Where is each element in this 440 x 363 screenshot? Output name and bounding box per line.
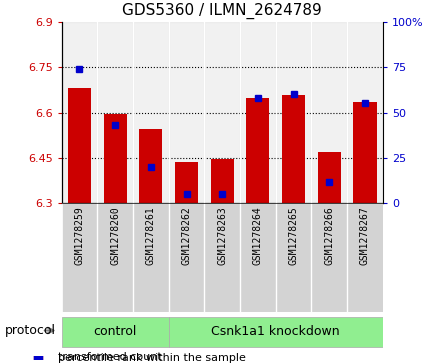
Text: GSM1278263: GSM1278263: [217, 207, 227, 265]
Bar: [240, 22, 276, 203]
Text: GSM1278262: GSM1278262: [182, 207, 191, 265]
Bar: [347, 203, 383, 312]
Text: GSM1278261: GSM1278261: [146, 207, 156, 265]
Text: Csnk1a1 knockdown: Csnk1a1 knockdown: [212, 325, 340, 338]
Bar: [68, 88, 91, 203]
Bar: [97, 203, 133, 312]
Bar: [175, 163, 198, 203]
Bar: [347, 22, 383, 203]
Bar: [276, 22, 312, 203]
Bar: [133, 22, 169, 203]
Text: GSM1278265: GSM1278265: [289, 207, 299, 265]
Title: GDS5360 / ILMN_2624789: GDS5360 / ILMN_2624789: [122, 3, 322, 19]
Bar: [103, 114, 127, 203]
Bar: [276, 203, 312, 312]
Bar: [246, 98, 269, 203]
Bar: [211, 159, 234, 203]
Bar: [169, 22, 204, 203]
Text: GSM1278260: GSM1278260: [110, 207, 120, 265]
Bar: [282, 95, 305, 203]
Bar: [169, 317, 383, 347]
Bar: [312, 203, 347, 312]
Bar: [133, 203, 169, 312]
Bar: [318, 152, 341, 203]
Text: GSM1278267: GSM1278267: [360, 207, 370, 265]
Text: GSM1278259: GSM1278259: [74, 207, 84, 265]
Bar: [62, 22, 97, 203]
Bar: [97, 22, 133, 203]
Text: GSM1278266: GSM1278266: [324, 207, 334, 265]
Bar: [312, 22, 347, 203]
Text: GSM1278264: GSM1278264: [253, 207, 263, 265]
Text: control: control: [93, 325, 137, 338]
Bar: [62, 317, 169, 347]
Bar: [62, 203, 97, 312]
Text: protocol: protocol: [4, 324, 55, 337]
Bar: [169, 203, 204, 312]
Bar: [204, 22, 240, 203]
Bar: [240, 203, 276, 312]
Bar: [353, 102, 377, 203]
Text: transformed count: transformed count: [58, 352, 161, 362]
Bar: [139, 129, 162, 203]
Text: percentile rank within the sample: percentile rank within the sample: [58, 354, 246, 363]
Bar: [204, 203, 240, 312]
